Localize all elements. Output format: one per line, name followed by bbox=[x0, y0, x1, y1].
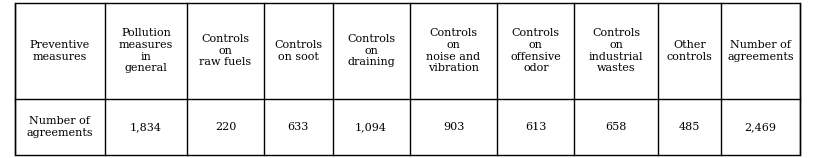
Text: 485: 485 bbox=[679, 122, 700, 132]
Text: 633: 633 bbox=[288, 122, 309, 132]
Text: Controls
on
raw fuels: Controls on raw fuels bbox=[200, 34, 252, 67]
Text: Controls
on
industrial
wastes: Controls on industrial wastes bbox=[589, 28, 644, 73]
Text: 1,094: 1,094 bbox=[355, 122, 387, 132]
Text: Preventive
measures: Preventive measures bbox=[29, 40, 90, 62]
Text: Number of
agreements: Number of agreements bbox=[27, 116, 93, 138]
Text: 1,834: 1,834 bbox=[130, 122, 162, 132]
Text: Number of
agreements: Number of agreements bbox=[727, 40, 794, 62]
Text: Pollution
measures
in
general: Pollution measures in general bbox=[119, 28, 174, 73]
Text: 658: 658 bbox=[606, 122, 627, 132]
Text: Controls
on
offensive
odor: Controls on offensive odor bbox=[510, 28, 562, 73]
Text: 903: 903 bbox=[443, 122, 465, 132]
Text: 2,469: 2,469 bbox=[745, 122, 777, 132]
Text: Controls
on
noise and
vibration: Controls on noise and vibration bbox=[426, 28, 481, 73]
Text: 220: 220 bbox=[215, 122, 236, 132]
Text: 613: 613 bbox=[525, 122, 547, 132]
Text: Other
controls: Other controls bbox=[667, 40, 712, 62]
Text: Controls
on
draining: Controls on draining bbox=[347, 34, 395, 67]
Text: Controls
on soot: Controls on soot bbox=[275, 40, 323, 62]
